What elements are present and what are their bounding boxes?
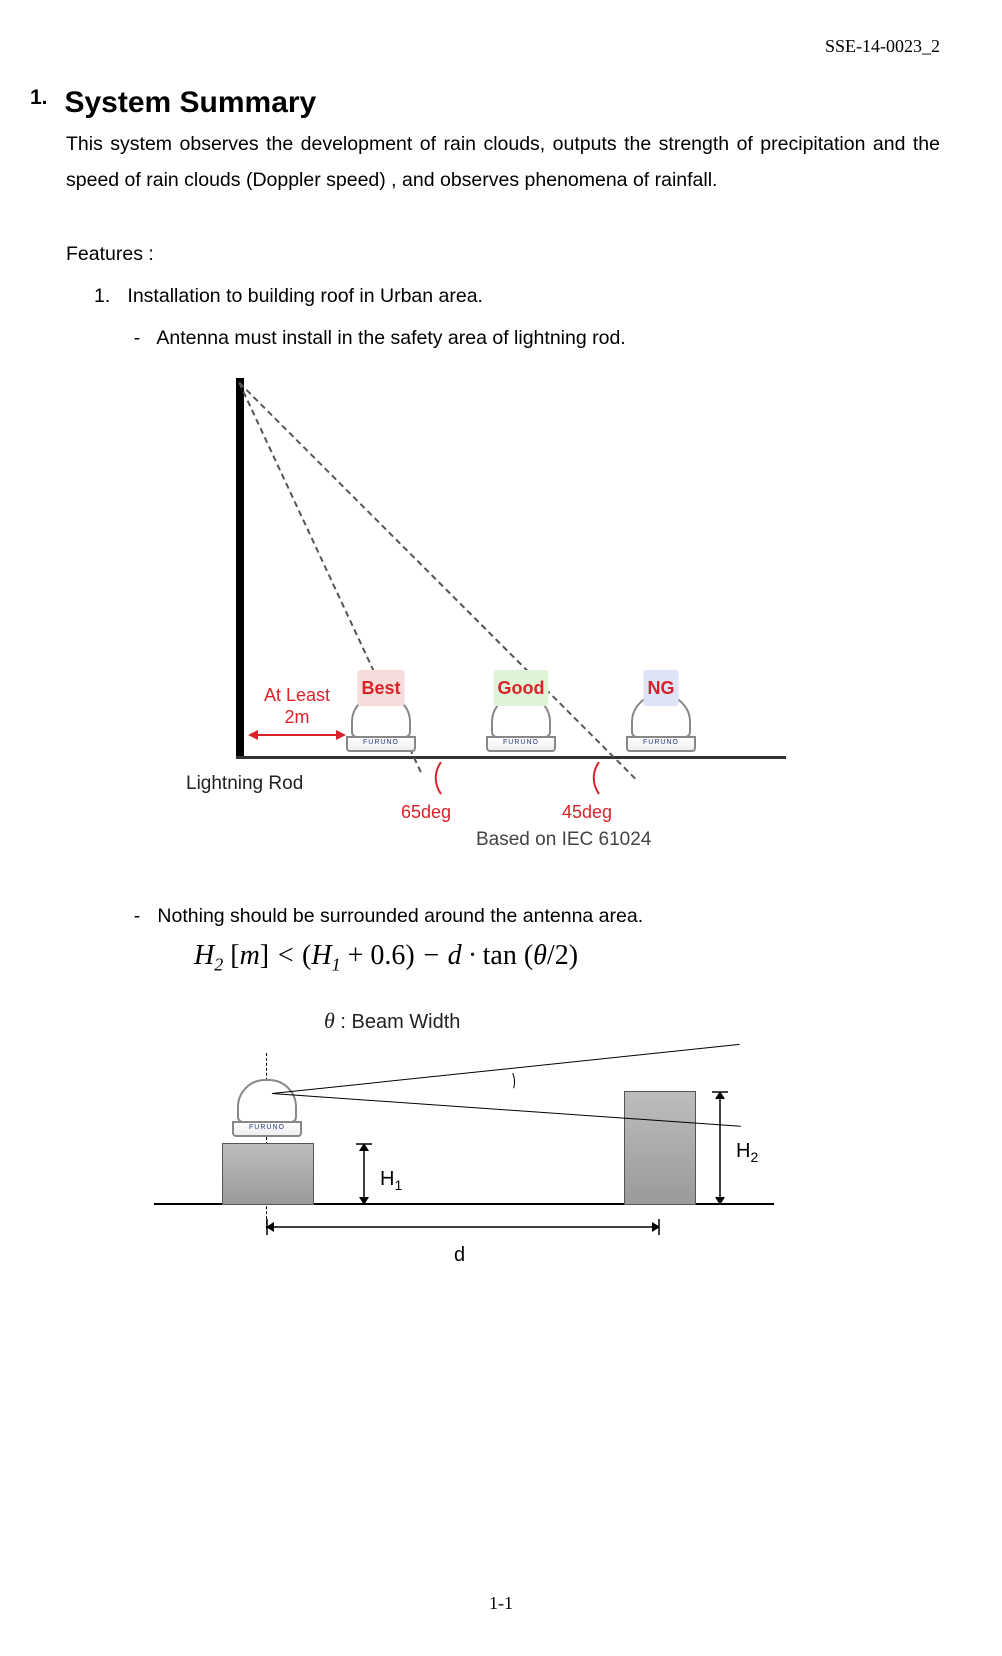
obstruction-h2 xyxy=(624,1091,696,1205)
double-arrow-icon xyxy=(248,728,346,742)
section-number: 1. xyxy=(30,86,60,110)
dim-d-icon xyxy=(266,1217,660,1237)
theta-symbol: θ xyxy=(324,1008,335,1033)
lightning-rod-bar xyxy=(236,378,244,758)
lightning-rod-diagram: At Least 2m Best FURUNO Good FURUNO xyxy=(186,374,806,844)
page-content: 1. System Summary This system observes t… xyxy=(30,86,940,1253)
tag-best: Best xyxy=(357,670,404,706)
dash-icon: - xyxy=(122,898,152,934)
doc-id: SSE-14-0023_2 xyxy=(825,36,940,57)
dim-h1-icon xyxy=(354,1143,374,1205)
label-d: d xyxy=(454,1237,465,1273)
label-h1: H1 xyxy=(380,1161,402,1203)
label-65deg: 65deg xyxy=(401,794,451,830)
feature-1-sub-2-text: Nothing should be surrounded around the … xyxy=(157,905,643,927)
plinth-h1 xyxy=(222,1143,314,1205)
at-least-2m: At Least 2m xyxy=(248,684,346,742)
tick-45-icon xyxy=(584,762,614,796)
radome-dome-icon xyxy=(237,1079,297,1123)
feature-1-sub-1-text: Antenna must install in the safety area … xyxy=(156,327,625,349)
features-label: Features : xyxy=(66,236,940,272)
beam-width-block: H2 [m] < (H1 + 0.6) − d · tan (θ/2) θ : … xyxy=(154,938,940,1253)
beam-width-label: θ : Beam Width xyxy=(324,1003,460,1040)
radome-best: Best FURUNO xyxy=(346,694,416,752)
radome-good: Good FURUNO xyxy=(486,694,556,752)
radome-base: FURUNO xyxy=(486,736,556,752)
ground-line xyxy=(236,756,786,759)
tag-good: Good xyxy=(494,670,549,706)
radome-base: FURUNO xyxy=(232,1121,302,1137)
label-h2: H2 xyxy=(736,1133,758,1175)
beam-angle-arc-icon xyxy=(469,1059,515,1105)
tick-65-icon xyxy=(426,762,456,796)
radome-base: FURUNO xyxy=(346,736,416,752)
lightning-rod-label: Lightning Rod xyxy=(186,766,303,802)
feature-1: 1. Installation to building roof in Urba… xyxy=(94,278,940,314)
radome-base: FURUNO xyxy=(626,736,696,752)
feature-1-num: 1. xyxy=(94,278,122,314)
radome-2: FURUNO xyxy=(232,1079,302,1137)
section-body: This system observes the development of … xyxy=(66,126,940,1253)
dash-icon: - xyxy=(122,320,152,356)
feature-1-text: Installation to building roof in Urban a… xyxy=(127,285,483,307)
based-on-label: Based on IEC 61024 xyxy=(476,822,651,858)
tag-ng: NG xyxy=(644,670,679,706)
formula: H2 [m] < (H1 + 0.6) − d · tan (θ/2) xyxy=(194,938,940,983)
dim-h2-icon xyxy=(710,1091,730,1205)
feature-1-sub-1: - Antenna must install in the safety are… xyxy=(122,320,940,356)
intro-paragraph: This system observes the development of … xyxy=(66,126,940,198)
section-title: System Summary xyxy=(64,86,316,120)
radome-ng: NG FURUNO xyxy=(626,694,696,752)
feature-1-sub-2: - Nothing should be surrounded around th… xyxy=(122,898,940,934)
beam-width-diagram: θ : Beam Width FURUNO xyxy=(154,993,774,1253)
at-least-2m-l2: 2m xyxy=(248,706,346,728)
page-number: 1-1 xyxy=(0,1593,1002,1614)
at-least-2m-l1: At Least xyxy=(248,684,346,706)
section-heading: 1. System Summary xyxy=(30,86,940,120)
